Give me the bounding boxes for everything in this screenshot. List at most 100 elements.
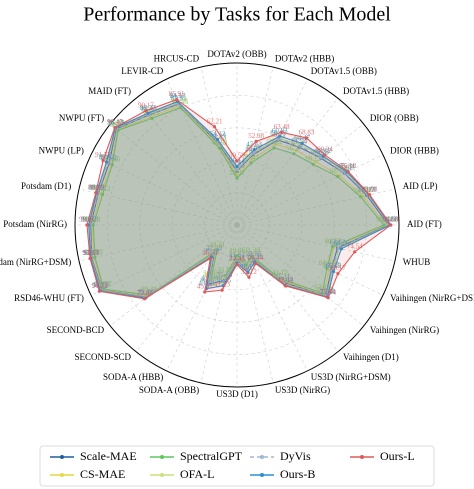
value-label: 82.73: [360, 186, 376, 194]
value-label: 64.43: [323, 261, 339, 269]
data-point: [110, 163, 114, 167]
value-label: 73.97: [337, 164, 353, 172]
data-point: [368, 193, 372, 197]
data-point: [336, 246, 340, 250]
data-point: [247, 275, 251, 279]
spoke: [236, 154, 384, 226]
value-label: 93.03: [82, 249, 98, 257]
value-label: 76.18: [340, 162, 356, 170]
value-label: 94.33: [91, 282, 107, 290]
category-label: US3D (NirRG): [275, 385, 330, 395]
data-point: [254, 139, 258, 143]
value-label: 25.12: [204, 247, 220, 255]
value-label: 55.36: [268, 135, 284, 143]
value-label: 47.63: [246, 140, 262, 148]
data-point: [339, 247, 343, 251]
spoke: [90, 154, 238, 226]
value-label: 94.99: [383, 216, 399, 224]
data-point: [274, 142, 278, 146]
value-label: 89.93: [87, 248, 103, 256]
value-label: 86.37: [93, 184, 109, 192]
value-label: 23.57: [205, 245, 221, 253]
value-label: 22.91: [206, 245, 222, 253]
data-point: [215, 137, 220, 142]
value-label: 41.23: [214, 281, 230, 289]
category-label: WHUB: [403, 257, 431, 267]
category-label: DIOR (HBB): [390, 145, 439, 155]
value-label: 72.14: [138, 288, 154, 296]
value-label: 64.13: [330, 239, 346, 247]
value-label: 82.17: [359, 186, 375, 194]
value-label: 71.59: [138, 288, 154, 296]
value-label: 89.39: [88, 183, 104, 191]
category-label: SODA-A (OBB): [139, 385, 199, 395]
data-point: [235, 159, 239, 163]
data-point: [113, 125, 117, 130]
data-point: [212, 252, 216, 256]
value-label: 94.13: [382, 216, 398, 224]
category-label: DOTAv2 (OBB): [207, 49, 266, 59]
category-label: LEVIR-CD: [121, 66, 163, 76]
spoke: [236, 224, 339, 352]
value-label: 23.91: [246, 251, 262, 259]
value-label: 51.83: [210, 134, 226, 142]
chart-title: Performance by Tasks for Each Model: [83, 4, 391, 26]
value-label: 68.94: [330, 167, 346, 175]
value-label: 69.17: [330, 264, 346, 272]
data-point: [294, 148, 299, 152]
value-label: 72.04: [320, 288, 336, 296]
value-label: 72.46: [137, 289, 153, 297]
data-point: [93, 255, 97, 260]
value-label: 66.06: [333, 239, 349, 247]
legend-marker: [160, 473, 164, 477]
legend-label: DyVis: [280, 449, 311, 463]
value-label: 68.12: [315, 147, 331, 155]
value-label: 90.73: [376, 216, 392, 224]
value-label: 20.83: [208, 242, 224, 250]
value-label: 88.46: [89, 184, 105, 192]
category-label: Potsdam (NirRG+DSM): [0, 257, 71, 267]
value-label: 68.91: [316, 285, 332, 293]
data-point: [100, 192, 105, 196]
category-label: MAID (FT): [88, 86, 131, 96]
value-label: 67.55: [315, 147, 331, 155]
value-label: 66.12: [326, 262, 342, 270]
value-label: 39.59: [229, 151, 245, 159]
value-label: 63.48: [274, 123, 290, 131]
category-label: DOTAv2 (HBB): [275, 53, 334, 63]
legend-label: Ours-B: [280, 467, 315, 481]
value-label: 67.42: [315, 284, 331, 292]
category-label: SECOND-SCD: [74, 352, 131, 362]
data-point: [212, 125, 217, 129]
value-label: 64.47: [294, 134, 310, 142]
value-label: 69.34: [317, 146, 333, 154]
category-label: DOTAv1.5 (OBB): [311, 66, 377, 76]
legend-marker: [360, 455, 364, 459]
data-point: [235, 263, 239, 267]
value-label: 66.23: [313, 149, 329, 157]
data-point: [249, 161, 253, 165]
spoke: [110, 123, 238, 226]
category-label: US3D (NirRG+DSM): [311, 372, 391, 382]
value-label: 83.21: [171, 94, 187, 102]
value-label: 52.84: [266, 138, 282, 146]
grid-circle: [74, 62, 400, 388]
value-label: 81.74: [172, 96, 188, 104]
value-label: 62.37: [292, 137, 308, 145]
data-point: [146, 111, 150, 115]
legend: Scale-MAE CS-MAE SpectralGPT OFA-L DyVis Ours…: [39, 445, 435, 487]
data-point: [208, 256, 212, 261]
value-label: 70.13: [318, 286, 334, 294]
data-point: [326, 296, 330, 300]
spoke: [236, 123, 364, 226]
value-label: 94.52: [109, 120, 125, 128]
spoke: [236, 98, 339, 226]
series-area: [89, 102, 390, 299]
value-label: 33.12: [241, 268, 257, 276]
spoke: [236, 66, 274, 226]
value-label: 54.12: [210, 130, 226, 138]
value-label: 91.77: [95, 151, 111, 159]
value-label: 73.61: [337, 164, 353, 172]
value-label: 26.51: [202, 249, 218, 257]
value-label: 96.47: [107, 118, 123, 126]
